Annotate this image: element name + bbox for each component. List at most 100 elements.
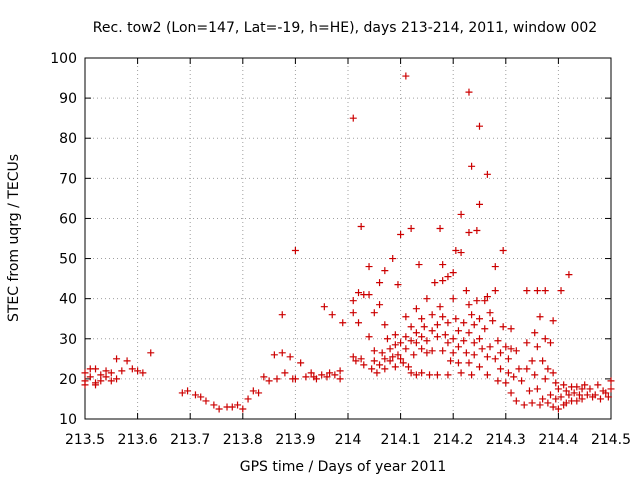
data-point (376, 301, 384, 309)
data-point (478, 345, 486, 353)
data-point (528, 399, 536, 407)
data-point (402, 333, 410, 341)
data-point (102, 367, 110, 375)
data-point (504, 355, 512, 363)
x-tick: 213.5 (65, 58, 105, 448)
y-tick: 100 (50, 51, 611, 67)
x-tick: 214.1 (381, 58, 421, 448)
data-point (591, 391, 599, 399)
data-point (381, 355, 389, 363)
data-point (454, 359, 462, 367)
y-tick: 80 (59, 131, 611, 147)
data-point (373, 369, 381, 377)
data-point (349, 309, 357, 317)
x-tick: 214.3 (486, 58, 526, 448)
data-point (383, 335, 391, 343)
data-point (486, 343, 494, 351)
data-point (297, 359, 305, 367)
data-point (541, 375, 549, 383)
x-tick: 214.2 (433, 58, 473, 448)
data-point (404, 363, 412, 371)
data-point (523, 287, 531, 295)
data-point (515, 365, 523, 373)
data-point (184, 387, 192, 395)
data-point (412, 329, 420, 337)
data-point (552, 379, 560, 387)
data-point (394, 281, 402, 289)
data-point (476, 200, 483, 208)
data-point (113, 355, 121, 363)
data-point (412, 371, 420, 379)
data-point (473, 226, 481, 234)
x-tick-label: 213.7 (170, 432, 210, 448)
data-point (504, 369, 512, 377)
data-point (547, 339, 555, 347)
data-point (473, 297, 481, 305)
data-point (562, 399, 570, 407)
data-point (326, 369, 334, 377)
y-axis: 10 20 30 40 50 60 70 80 90 100 (50, 51, 611, 428)
y-tick-label: 100 (50, 51, 77, 67)
data-point (557, 393, 565, 401)
data-point (499, 323, 507, 331)
data-point (260, 373, 268, 381)
data-point (365, 263, 373, 271)
data-point (499, 247, 507, 255)
data-point (602, 389, 610, 397)
data-point (447, 357, 455, 365)
data-point (402, 313, 410, 321)
data-point (470, 351, 478, 359)
data-point (407, 323, 415, 331)
data-point (270, 351, 278, 359)
y-tick: 50 (59, 252, 611, 268)
data-point (573, 383, 581, 391)
data-point (489, 317, 497, 325)
data-point (441, 331, 449, 339)
data-point (439, 277, 447, 285)
data-point (394, 351, 402, 359)
data-point (541, 335, 549, 343)
data-point (357, 222, 365, 230)
data-point (465, 329, 473, 337)
data-point (452, 315, 460, 323)
data-point (476, 363, 483, 371)
data-point (107, 369, 115, 377)
x-tick: 213.7 (170, 58, 210, 448)
data-point (286, 353, 294, 361)
data-point (562, 387, 570, 395)
data-point (397, 355, 405, 363)
data-point (92, 365, 100, 373)
y-tick-label: 40 (59, 292, 77, 308)
data-point (420, 323, 428, 331)
data-point (428, 347, 436, 355)
data-point (536, 401, 544, 409)
data-point (565, 271, 573, 279)
data-point (586, 385, 594, 393)
data-point (460, 337, 468, 345)
data-point (418, 315, 426, 323)
data-point (454, 343, 462, 351)
data-point (596, 395, 604, 403)
y-tick-label: 30 (59, 332, 77, 348)
data-point (291, 375, 299, 383)
data-point (486, 309, 494, 317)
data-point (560, 381, 568, 389)
x-tick: 214 (335, 58, 361, 448)
y-tick-label: 80 (59, 131, 77, 147)
data-point (428, 311, 436, 319)
x-tick-label: 214.5 (591, 432, 631, 448)
data-point (604, 393, 612, 401)
data-point (147, 349, 155, 357)
data-point (502, 379, 510, 387)
data-point (476, 315, 483, 323)
data-point (607, 377, 615, 385)
data-point (544, 365, 552, 373)
data-point (178, 389, 186, 397)
data-point (573, 397, 581, 405)
data-point (370, 347, 378, 355)
data-point (410, 351, 418, 359)
data-point (407, 224, 415, 232)
data-point (357, 355, 365, 363)
data-point (470, 321, 478, 329)
